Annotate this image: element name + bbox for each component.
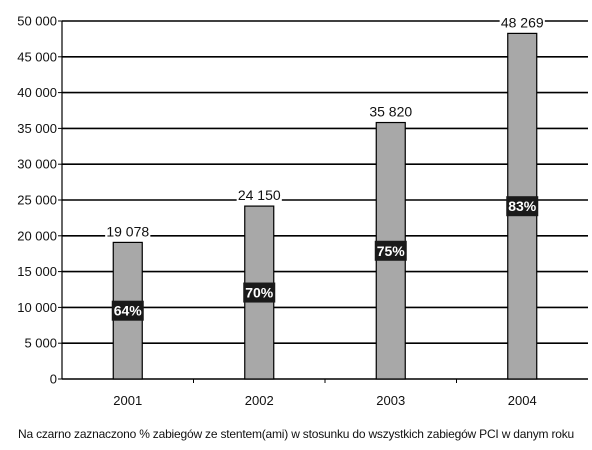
y-tick-label: 0 [50,372,57,387]
y-tick-label: 35 000 [17,121,57,136]
percent-label-2003: 75% [377,243,406,259]
y-tick-label: 15 000 [17,264,57,279]
value-label-2003: 35 820 [369,104,412,120]
y-tick-label: 50 000 [17,14,57,29]
x-axis: 2001 2002 2003 2004 [62,378,588,408]
percent-label-2001: 64% [114,303,143,319]
value-label-2004: 48 269 [501,14,544,30]
y-tick-label: 45 000 [17,49,57,64]
percent-label-2002: 70% [245,285,274,301]
y-axis: 0 5 000 10 000 15 000 20 000 25 000 30 000 35 0… [17,14,63,387]
y-tick-label: 5 000 [24,336,57,351]
bars: 19 078 64% 24 150 70% 35 820 75% 48 269 83% [105,14,545,380]
y-tick-label: 40 000 [17,85,57,100]
y-tick-label: 30 000 [17,157,57,172]
value-label-2002: 24 150 [238,187,281,203]
value-label-bg [236,187,282,204]
y-tick-label: 20 000 [17,228,57,243]
percent-box-2001 [111,300,144,321]
value-label-bg [368,103,414,120]
value-label-bg [105,223,151,240]
value-label-bg [499,14,545,31]
x-tick-label-2001: 2001 [113,393,142,408]
percent-label-2004: 83% [508,198,537,214]
x-tick-label-2004: 2004 [508,393,537,408]
y-tick-label: 25 000 [17,193,57,208]
percent-box-2004 [506,196,539,217]
value-label-2001: 19 078 [106,223,149,239]
percent-box-2002 [243,282,276,303]
y-tick-label: 10 000 [17,300,57,315]
x-tick-label-2003: 2003 [376,393,405,408]
percent-box-2003 [374,240,407,261]
x-tick-label-2002: 2002 [245,393,274,408]
chart-caption: Na czarno zaznaczono % zabiegów ze stent… [18,427,574,441]
